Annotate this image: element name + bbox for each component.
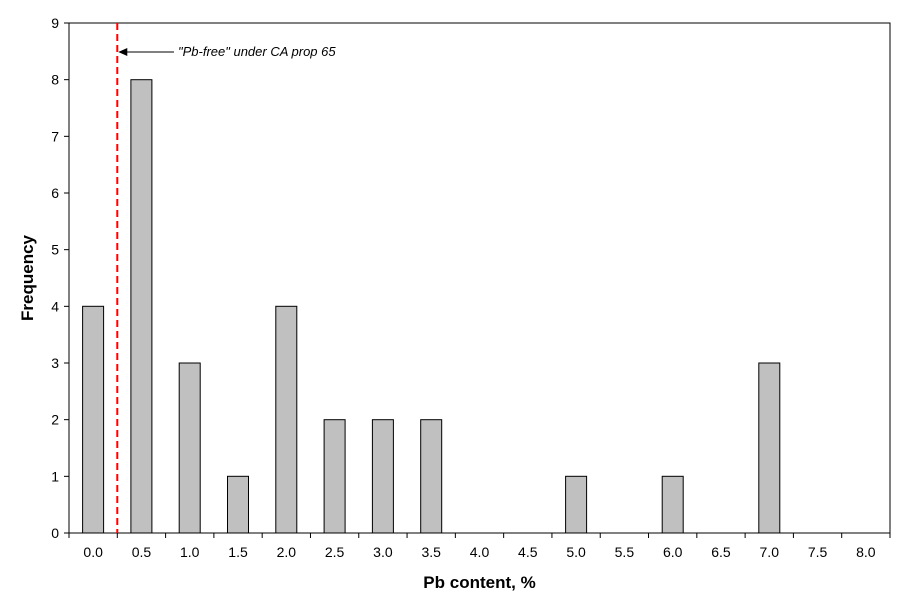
y-tick-label: 5 (51, 242, 59, 258)
x-tick-label: 2.0 (277, 544, 297, 560)
x-axis-title: Pb content, % (423, 573, 535, 592)
y-tick-label: 0 (51, 525, 59, 541)
plot-area-border (68, 22, 891, 534)
x-tick-label: 4.5 (518, 544, 538, 560)
y-tick-label: 9 (51, 15, 59, 31)
bar-0.0 (82, 305, 105, 534)
y-tick-label: 1 (51, 468, 59, 484)
reference-line-group: "Pb-free" under CA prop 65 (116, 23, 336, 533)
bar-6.0 (661, 475, 684, 534)
y-axis-title: Frequency (18, 234, 37, 321)
bar-2.0 (275, 305, 298, 534)
x-tick-label: 1.5 (228, 544, 248, 560)
bar-7.0 (758, 362, 781, 534)
y-tick-label: 6 (51, 185, 59, 201)
x-axis-ticks: 0.0 0.5 1.0 1.5 2.0 2.5 3.0 3.5 4.0 4.5 5.0 5.5 6.0 6… (68, 533, 891, 560)
annotation-arrowhead (118, 48, 128, 56)
y-axis-ticks: 0 1 2 3 4 5 6 7 8 9 (51, 15, 69, 541)
y-tick-label: 4 (51, 298, 59, 314)
bar-5.0 (565, 475, 588, 534)
x-tick-label: 3.5 (421, 544, 441, 560)
bar-0.5 (130, 79, 153, 534)
bar-2.5 (323, 419, 346, 534)
bar-3.5 (420, 419, 443, 534)
x-tick-label: 5.0 (566, 544, 586, 560)
x-tick-label: 2.5 (325, 544, 345, 560)
y-tick-label: 7 (51, 128, 59, 144)
x-tick-label: 7.0 (760, 544, 780, 560)
x-tick-label: 1.0 (180, 544, 200, 560)
y-tick-label: 2 (51, 412, 59, 428)
bar-1.0 (178, 362, 201, 534)
bar-1.5 (227, 475, 249, 534)
y-tick-label: 3 (51, 355, 59, 371)
x-tick-label: 3.0 (373, 544, 393, 560)
x-tick-label: 6.0 (663, 544, 683, 560)
x-tick-label: 7.5 (808, 544, 828, 560)
x-tick-label: 4.0 (470, 544, 490, 560)
x-tick-label: 8.0 (856, 544, 876, 560)
x-tick-label: 6.5 (711, 544, 731, 560)
x-tick-label: 0.5 (132, 544, 152, 560)
bars-group (82, 79, 781, 534)
plot-frame (68, 22, 891, 534)
x-tick-label: 5.5 (615, 544, 635, 560)
bar-3.0 (371, 419, 394, 534)
pb-free-annotation: "Pb-free" under CA prop 65 (178, 44, 336, 59)
x-tick-label: 0.0 (83, 544, 103, 560)
y-tick-label: 8 (51, 72, 59, 88)
